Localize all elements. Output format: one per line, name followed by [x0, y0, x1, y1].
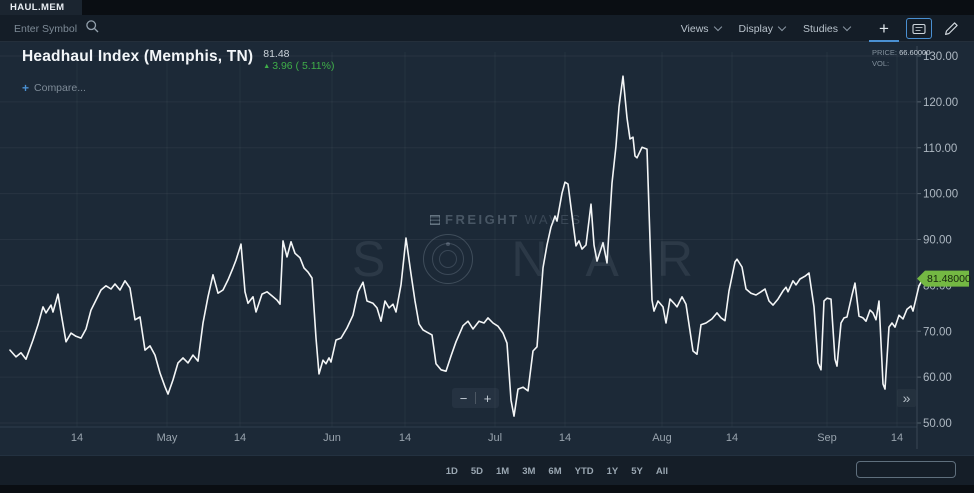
quote-block: 81.48 ▲ 3.96 ( 5.11%) — [263, 48, 334, 72]
sonar-letter: R — [656, 231, 693, 287]
toolbar-menus: Views Display Studies + — [681, 15, 974, 42]
annotation-tool-button[interactable] — [906, 18, 932, 39]
y-axis-label: 130.00 — [923, 51, 958, 63]
price-value: 66.60000 — [899, 48, 931, 57]
compare-label: Compare... — [34, 82, 86, 94]
y-axis-label: 60.00 — [923, 372, 952, 384]
timeframe-row: 1D 5D 1M 3M 6M YTD 1Y 5Y All — [446, 456, 668, 486]
menu-display-label: Display — [738, 22, 773, 35]
x-axis-label: Jun — [323, 432, 341, 444]
draw-tool-button[interactable] — [940, 18, 962, 40]
compare-button[interactable]: + Compare... — [22, 82, 86, 94]
chevron-down-icon — [777, 22, 787, 32]
expand-axis-button[interactable]: » — [897, 389, 916, 407]
search-icon[interactable] — [85, 19, 100, 39]
tab-strip: HAUL.MEM — [0, 0, 974, 15]
crosshair-readout: PRICE: 66.60000 VOL: — [872, 47, 930, 70]
last-price: 81.48 — [263, 48, 290, 60]
x-axis-label: 14 — [559, 432, 571, 444]
timeframe-1y[interactable]: 1Y — [606, 465, 619, 477]
freightwaves-logo-icon — [430, 214, 440, 225]
sonar-letter: S — [352, 231, 386, 287]
plus-icon: + — [22, 81, 30, 95]
divider — [475, 392, 476, 404]
next-panel-strip — [0, 485, 974, 493]
chart-title: Headhaul Index (Memphis, TN) — [22, 48, 254, 65]
timeframe-5d[interactable]: 5D — [470, 465, 483, 477]
y-axis-label: 70.00 — [923, 326, 952, 338]
price-tag-value: 81.48000 — [927, 273, 971, 285]
y-axis-label: 110.00 — [923, 143, 957, 155]
tab-haul-mem[interactable]: HAUL.MEM — [0, 0, 82, 15]
chevron-down-icon — [842, 22, 852, 32]
timeframe-5y[interactable]: 5Y — [631, 465, 643, 477]
symbol-search-placeholder: Enter Symbol — [14, 22, 78, 35]
chart-zoom-control: − + — [452, 388, 499, 408]
plus-icon: + — [879, 18, 889, 38]
timeframe-ytd[interactable]: YTD — [574, 465, 594, 477]
watermark-brand-bold: FREIGHT — [445, 212, 520, 227]
x-axis-label: 14 — [891, 432, 903, 444]
up-arrow-icon: ▲ — [263, 62, 271, 70]
x-axis-label: Aug — [652, 432, 672, 444]
price-line — [9, 75, 924, 417]
sonar-circle-icon — [423, 234, 474, 284]
symbol-search[interactable]: Enter Symbol — [14, 15, 100, 42]
timeframe-1d[interactable]: 1D — [445, 465, 458, 477]
price-tag — [917, 270, 969, 287]
timeframe-1m[interactable]: 1M — [496, 465, 510, 477]
x-axis-label: Sep — [817, 432, 837, 444]
pencil-icon — [944, 22, 958, 35]
freightwaves-watermark: FREIGHT WAVES — [430, 212, 600, 227]
footer-bar: 1D 5D 1M 3M 6M YTD 1Y 5Y All — [0, 455, 974, 485]
vol-label: VOL: — [872, 59, 890, 69]
price-label: PRICE: — [872, 48, 898, 57]
timeframe-all[interactable]: All — [655, 465, 668, 477]
menu-views-label: Views — [680, 22, 709, 35]
tab-label: HAUL.MEM — [10, 2, 65, 13]
chart-toolbar: Enter Symbol Views Display Studies — [0, 15, 974, 42]
x-axis-label: 14 — [399, 432, 411, 444]
y-axis-label: 50.00 — [923, 418, 952, 430]
sonar-watermark: S N A R — [352, 230, 693, 288]
menu-studies[interactable]: Studies — [802, 22, 852, 35]
menu-studies-label: Studies — [802, 22, 838, 35]
chart-panel: 50.0060.0070.0080.0090.00100.00110.00120… — [0, 42, 974, 455]
y-axis-label: 120.00 — [923, 97, 958, 109]
sonar-letter: A — [585, 231, 619, 287]
change-text: 3.96 ( 5.11%) — [272, 60, 335, 73]
menu-views[interactable]: Views — [680, 22, 722, 35]
zoom-out-button[interactable]: − — [459, 390, 468, 406]
x-axis-label: 14 — [71, 432, 83, 444]
chevron-down-icon — [713, 22, 722, 32]
zoom-in-button[interactable]: + — [483, 390, 492, 406]
price-chart[interactable]: 50.0060.0070.0080.0090.00100.00110.00120… — [0, 42, 974, 455]
x-axis-label: 14 — [726, 432, 738, 444]
timeframe-3m[interactable]: 3M — [522, 465, 536, 477]
menu-display[interactable]: Display — [738, 22, 787, 35]
watermark-brand-light: WAVES — [524, 212, 583, 227]
add-chart-button[interactable]: + — [868, 15, 900, 42]
chart-legend: Headhaul Index (Memphis, TN) 81.48 ▲ 3.9… — [22, 48, 334, 72]
x-axis-label: 14 — [234, 432, 246, 444]
sonar-letter: N — [511, 231, 548, 287]
date-range-input[interactable] — [856, 461, 956, 478]
price-label-icon — [912, 23, 926, 34]
y-axis-label: 100.00 — [923, 189, 958, 201]
price-change: ▲ 3.96 ( 5.11%) — [263, 60, 334, 72]
timeframe-6m[interactable]: 6M — [548, 465, 562, 477]
x-axis-label: May — [157, 432, 178, 444]
x-axis-label: Jul — [488, 432, 502, 444]
y-axis-label: 90.00 — [923, 235, 952, 247]
